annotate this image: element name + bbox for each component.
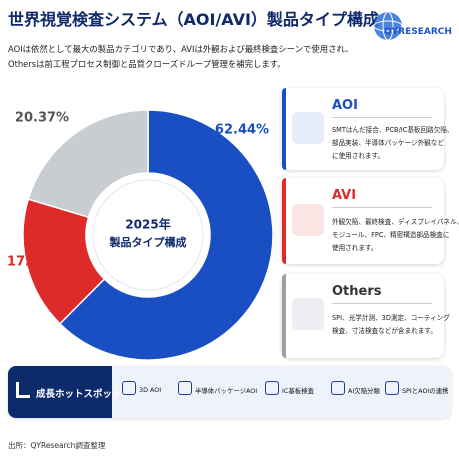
hotspot-item: SPIとAOIの連携 [402,387,449,395]
card-text: 検査、寸法検査などが含まれます。 [332,327,437,335]
donut-slice [27,109,149,219]
card-title: Others [332,284,382,299]
icon [292,112,324,144]
logo-globe [373,11,403,41]
footer: 出所：QYResearch調査整理 [8,441,106,450]
card-text: SPI、光学計測、3D測定、コーティング [332,314,450,322]
donut-slice [58,109,274,361]
hotspot-item: 3D AOI [139,386,162,394]
hotspot-item: 半導体パッケージAOI [195,387,258,395]
hotspot-item: IC基板検査 [282,387,314,395]
hotspot-icon [265,381,279,395]
value-label: 62.44% [215,123,269,138]
card-text: 部品実装、半導体パッケージ外観など [332,139,444,147]
title: 世界視覚検査システム（AOI/AVI）製品タイプ構成 [8,10,379,29]
card-text: 外観欠陥、最終検査、ディスプレイパネル、 [332,218,459,226]
hotspot-header [8,366,112,418]
card-text: に使用されます。 [332,152,385,160]
card-others: Others SPI、光学計測、3D測定、コーティング 検査、寸法検査などが含ま… [282,274,450,358]
center-label: 製品タイプ構成 [109,235,187,249]
card-text: SMTはんだ接合、PCB/IC基板回路欠陥、 [332,126,454,134]
card-text: 使用されます。 [332,244,378,252]
card-text: モジュール、FPC、精密構造部品検査に [332,231,450,239]
value-label: 17.19% [7,255,61,270]
card-avi: AVI 外観欠陥、最終検査、ディスプレイパネル、 モジュール、FPC、精密構造部… [282,178,459,264]
hotspot-icon [178,381,192,395]
center-circle [92,179,204,291]
hotspot-icon [385,381,399,395]
icon [16,382,30,398]
card-title: AOI [332,98,358,113]
hotspot-item: AI欠陥分類 [348,387,380,395]
subtitle: AOIは依然として最大の製品カテゴリであり、AVIは外観および最終検査シーンで使… [8,44,354,54]
card-aoi: AOI SMTはんだ接合、PCB/IC基板回路欠陥、 部品実装、半導体パッケージ… [282,88,454,170]
logo-text: QYRESEARCH [384,27,452,37]
icon [292,298,324,330]
card-title: AVI [332,188,357,203]
value-label: 20.37% [15,111,69,126]
subtitle: Othersは前工程プロセス制御と品質クローズドループ管理を補完します。 [8,59,286,69]
center-label: 2025年 [125,217,170,232]
icon [292,204,324,236]
hotspot-icon [122,381,136,395]
hotspot-icon [331,381,345,395]
hotspot-title: 成長ホットスポット [36,389,122,400]
